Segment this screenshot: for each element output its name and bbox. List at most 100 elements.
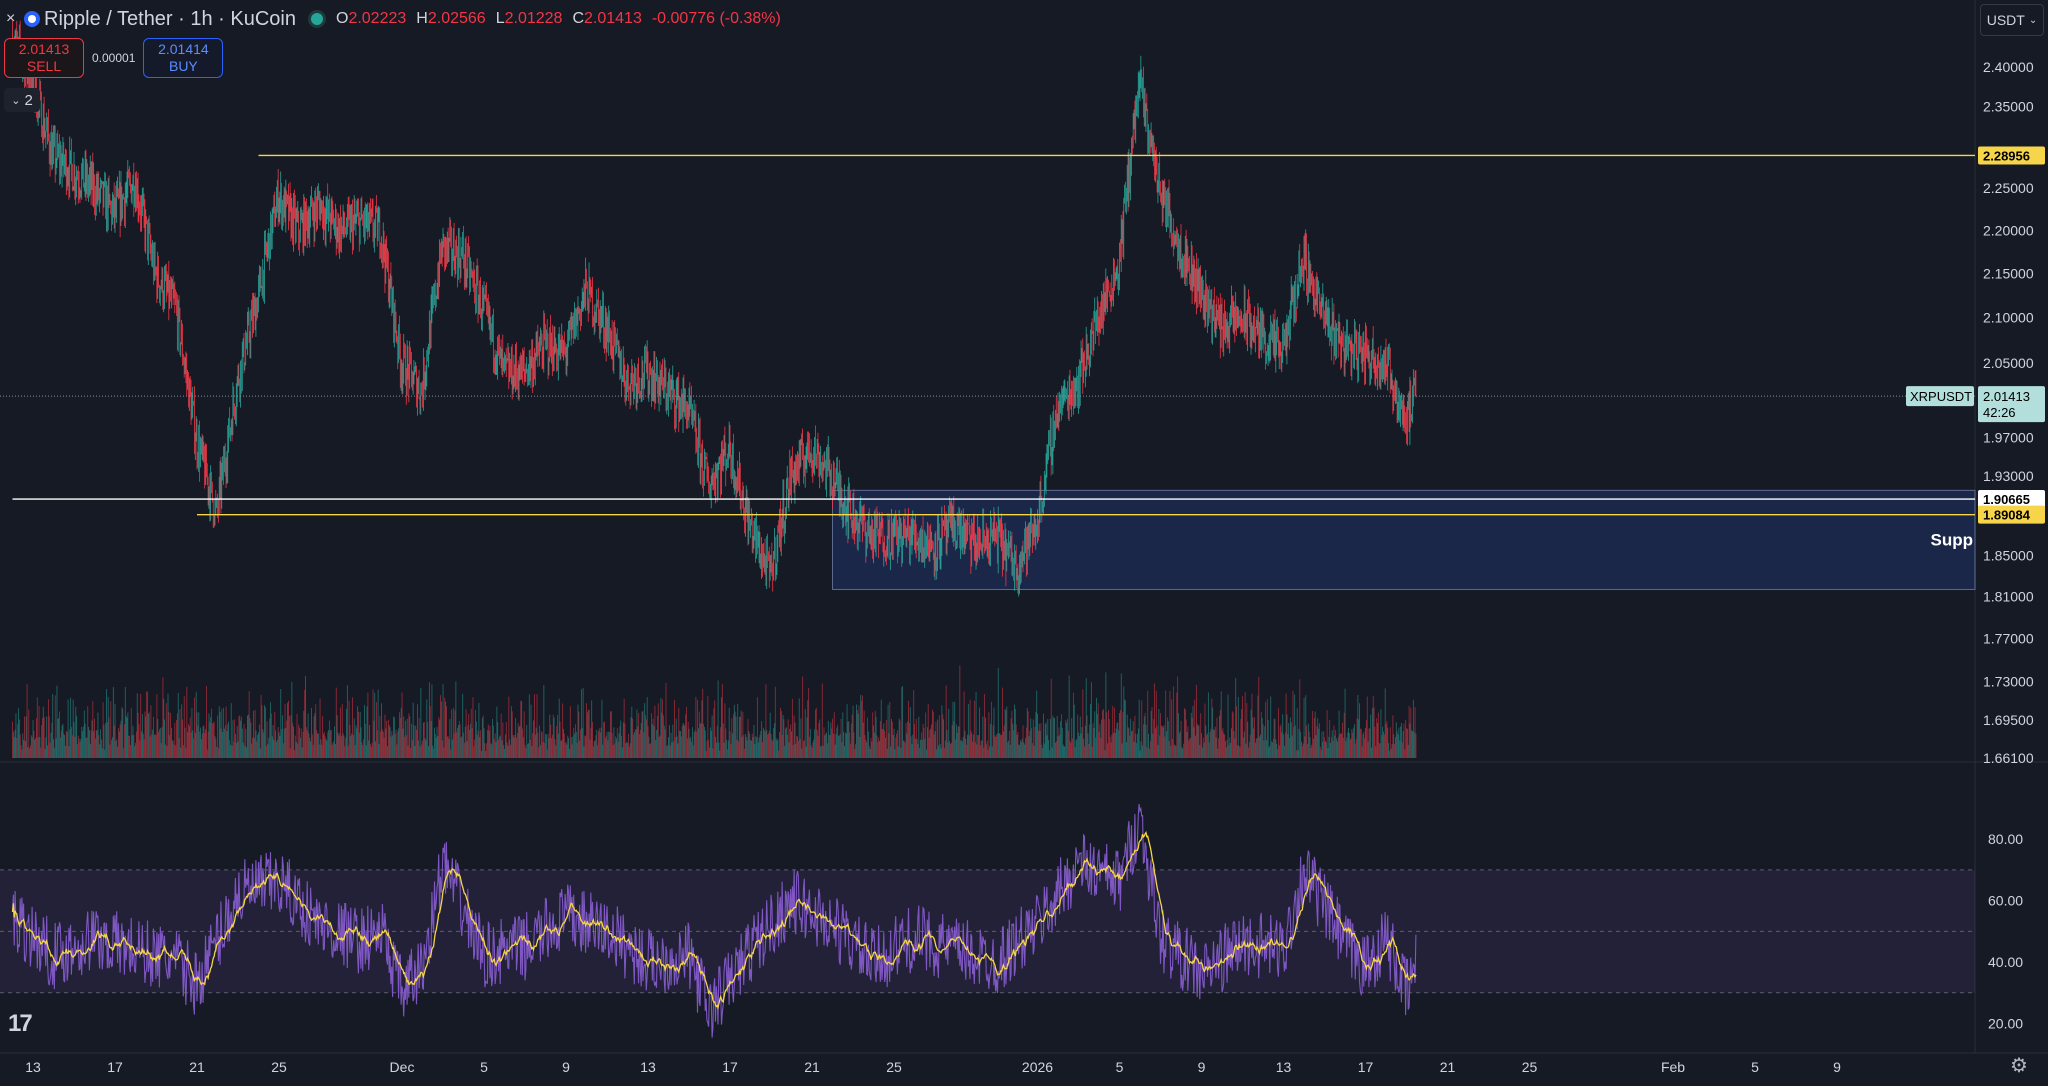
symbol-tag (1906, 386, 1974, 407)
volume-bar (929, 729, 931, 758)
indicators-toggle-button[interactable]: ⌄ 2 (4, 88, 40, 112)
volume-bar (172, 740, 174, 758)
volume-bar (1377, 723, 1378, 758)
volume-bar (1336, 738, 1337, 758)
price-axis[interactable]: 2.400002.350002.250002.200002.150002.100… (1983, 59, 2034, 766)
volume-bar (106, 688, 107, 758)
volume-bar (1321, 731, 1323, 758)
volume-bar (176, 713, 178, 758)
volume-bar (581, 727, 583, 758)
volume-bar (1137, 728, 1139, 758)
volume-bar (73, 722, 75, 758)
volume-bar (918, 716, 920, 758)
volume-bar (250, 722, 252, 758)
volume-bar (1238, 745, 1240, 758)
volume-bar (194, 732, 196, 758)
volume-bar (1179, 731, 1181, 758)
volume-bar (408, 713, 410, 758)
volume-bar (473, 746, 475, 758)
volume-bar (1318, 723, 1320, 758)
volume-bar (787, 719, 789, 758)
volume-bar (1288, 723, 1290, 758)
volume-bar (702, 688, 704, 758)
volume-bar (631, 706, 633, 758)
volume-bar (182, 745, 184, 758)
volume-bar (345, 737, 347, 758)
volume-bar (691, 741, 693, 758)
volume-bar (749, 733, 751, 758)
currency-selector[interactable]: USDT ⌄ (1980, 4, 2044, 36)
volume-bar (432, 745, 434, 758)
time-axis[interactable]: 13 17 21 25 Dec 5 9 13 17 21 25 2026 5 9 13 17 21 25 Feb 5 9 (25, 1059, 1841, 1075)
volume-bar (159, 729, 160, 758)
time-tick-label: 5 (1751, 1059, 1759, 1075)
market-status-icon[interactable] (307, 10, 326, 28)
volume-bar (692, 745, 694, 758)
volume-bar (886, 748, 888, 758)
volume-bar (1020, 740, 1021, 758)
horizontal-line-tag (1978, 146, 2045, 165)
volume-bar (920, 739, 921, 758)
volume-bar (395, 729, 397, 758)
volume-bar (1300, 731, 1302, 758)
volume-bar (588, 709, 590, 758)
volume-bar (1317, 718, 1319, 758)
volume-bar (241, 716, 242, 758)
gear-icon[interactable]: ⚙ (2010, 1055, 2028, 1077)
volume-bar (618, 733, 620, 758)
volume-bar (362, 745, 364, 758)
volume-bar (732, 733, 734, 758)
tradingview-logo-icon[interactable]: 17 (8, 1010, 33, 1037)
volume-bar (293, 726, 295, 758)
volume-bar (1313, 717, 1315, 758)
volume-bar (614, 743, 616, 758)
volume-bar (463, 742, 465, 758)
volume-bar (236, 725, 238, 758)
volume-bar (64, 735, 66, 758)
volume-bar (568, 738, 570, 758)
close-icon[interactable]: × (6, 10, 16, 27)
symbol-tag-label: XRPUSDT (1910, 389, 1972, 404)
volume-bar (116, 739, 118, 758)
volume-bar (297, 743, 299, 758)
volume-bar (1062, 744, 1064, 758)
volume-bar (188, 725, 190, 758)
price-tick-label: 1.81000 (1983, 589, 2034, 605)
volume-bar (1385, 723, 1387, 758)
volume-bar (1273, 718, 1275, 758)
volume-bar (1096, 713, 1098, 758)
time-tick-label: 25 (1522, 1059, 1538, 1075)
symbol-title[interactable]: Ripple / Tether · 1h · KuCoin (44, 7, 296, 30)
volume-bar (1226, 739, 1228, 758)
volume-bar (188, 724, 189, 758)
volume-bar (1020, 741, 1022, 758)
price-tick-label: 2.25000 (1983, 180, 2034, 196)
volume-bar (913, 690, 915, 758)
volume-bar (557, 733, 559, 758)
volume-bar (387, 746, 388, 758)
volume-bar (622, 722, 624, 758)
volume-bar (925, 712, 927, 758)
volume-bar (1183, 743, 1185, 758)
volume-bar (1396, 731, 1398, 758)
volume-bar (1280, 724, 1282, 758)
sell-button[interactable]: 2.01413 SELL (4, 38, 84, 78)
volume-bar (148, 712, 150, 758)
volume-bar (1064, 746, 1066, 758)
volume-bar (472, 697, 474, 758)
volume-bar (738, 716, 740, 758)
volume-bar (1160, 713, 1161, 758)
support-zone[interactable]: Supp (832, 489, 1976, 590)
volume-bar (800, 718, 802, 758)
volume-bar (469, 729, 470, 758)
volume-bar (1208, 742, 1210, 758)
time-tick-label: Dec (390, 1059, 415, 1075)
volume-bar (687, 721, 689, 758)
volume-bar (312, 744, 314, 758)
buy-button[interactable]: 2.01414 BUY (143, 38, 224, 78)
horizontal-line-price: 1.89084 (1983, 508, 2031, 523)
volume-bar (1358, 719, 1360, 758)
volume-bar (558, 698, 560, 758)
